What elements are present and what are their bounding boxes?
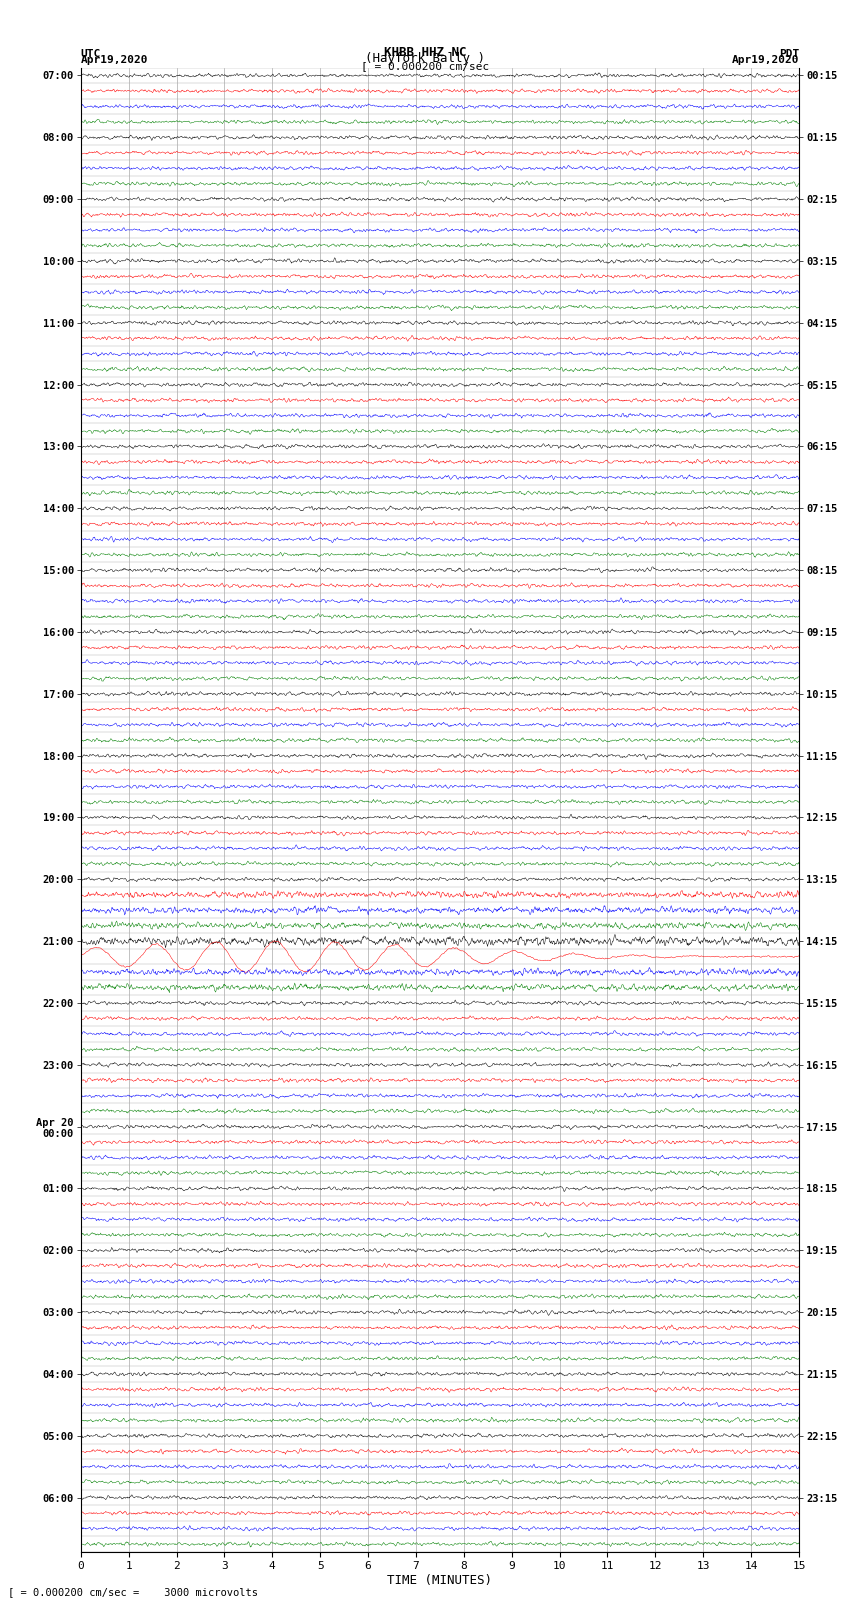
- X-axis label: TIME (MINUTES): TIME (MINUTES): [388, 1574, 492, 1587]
- Text: (Hayfork Bally ): (Hayfork Bally ): [365, 52, 485, 65]
- Text: Apr19,2020: Apr19,2020: [81, 55, 148, 65]
- Text: Apr19,2020: Apr19,2020: [732, 55, 799, 65]
- Text: KHBB HHZ NC: KHBB HHZ NC: [383, 45, 467, 58]
- Text: UTC: UTC: [81, 48, 101, 58]
- Text: [ = 0.000200 cm/sec =    3000 microvolts: [ = 0.000200 cm/sec = 3000 microvolts: [8, 1587, 258, 1597]
- Text: [ = 0.000200 cm/sec: [ = 0.000200 cm/sec: [361, 61, 489, 71]
- Text: PDT: PDT: [779, 48, 799, 58]
